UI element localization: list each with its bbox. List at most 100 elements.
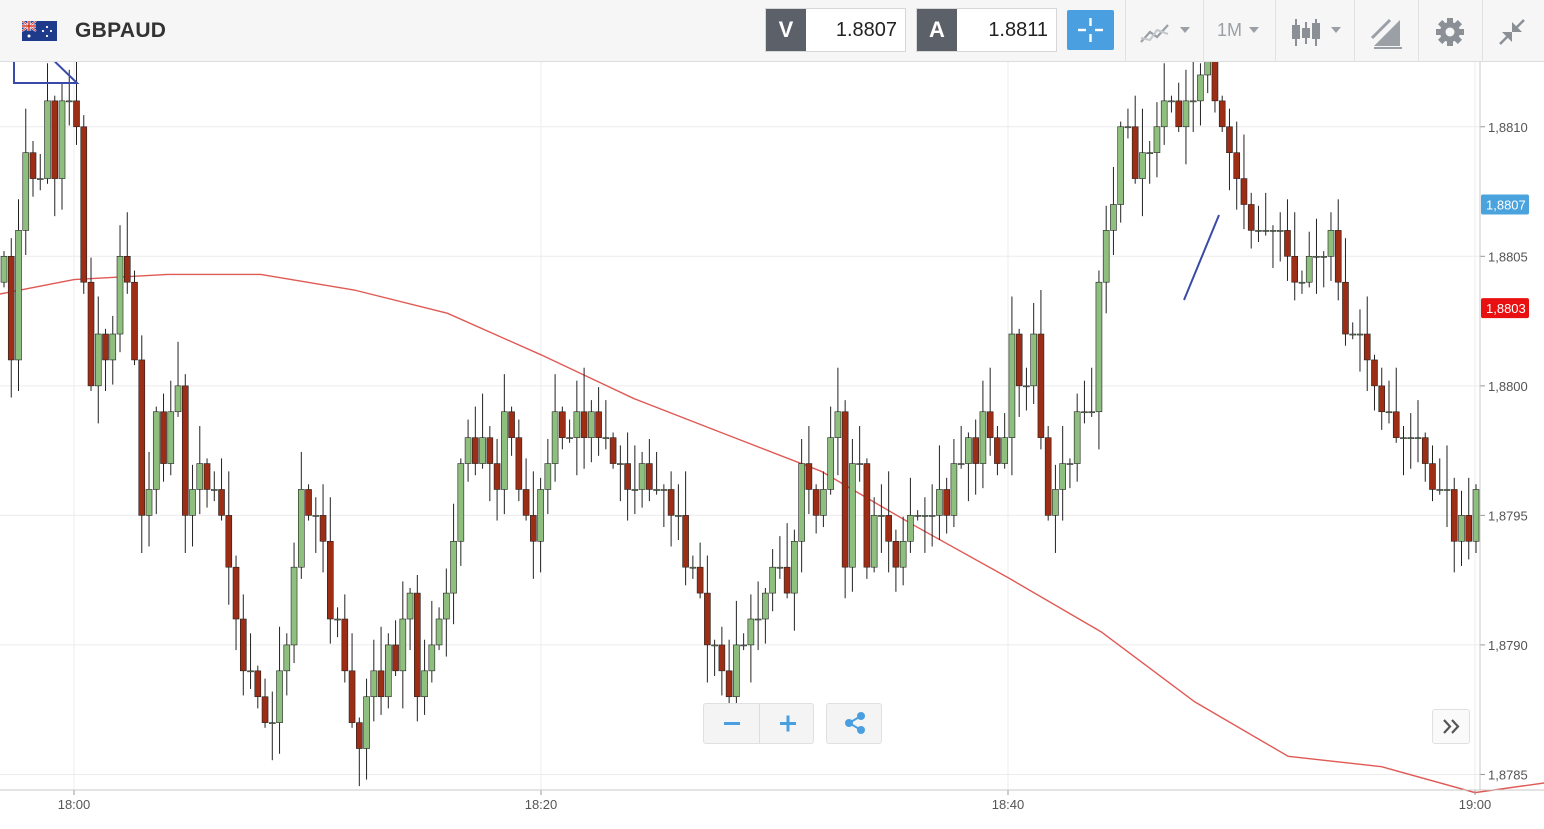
candle-down-body (1378, 385, 1386, 413)
candle-up-body (457, 463, 465, 542)
candle-up-body (1320, 256, 1328, 258)
scroll-right-button[interactable] (1432, 709, 1470, 744)
candle (406, 587, 414, 651)
candle-down-body (667, 489, 675, 516)
candle-up-body (283, 644, 291, 672)
candle-down-body (1429, 463, 1436, 490)
candle (181, 374, 189, 553)
drawing-trendline[interactable] (1183, 214, 1220, 301)
candle-down-body (1015, 333, 1023, 387)
y-tick-label: 1,8795 (1488, 508, 1528, 523)
candle (805, 426, 813, 515)
candle-up-body (544, 463, 552, 490)
candle (319, 484, 327, 573)
candle (1073, 393, 1081, 482)
candle (791, 529, 798, 631)
candle-down-body (7, 256, 15, 361)
candle-up-body (22, 152, 30, 231)
candle-down-body (160, 411, 167, 464)
candle-up-body (1349, 333, 1357, 336)
drawing-triangle[interactable] (13, 62, 80, 84)
candle-up-body (602, 437, 610, 439)
candle-up-body (1443, 489, 1451, 491)
candle (138, 335, 146, 553)
candle (1458, 490, 1465, 566)
candle-up-body (1458, 515, 1465, 542)
candle (1472, 484, 1480, 553)
candle-up-body (1110, 204, 1117, 231)
drawing-tools-button[interactable] (1370, 8, 1404, 54)
candle-down-body (472, 437, 479, 464)
candle-down-body (239, 618, 247, 672)
candle-up-body (754, 618, 762, 621)
sell-price: 1.8807 (835, 19, 897, 41)
candle-up-body (435, 618, 443, 646)
candle-up-body (870, 515, 878, 568)
candle-up-body (950, 463, 958, 516)
candle-down-body (486, 437, 494, 464)
chevron-down-icon (1249, 27, 1259, 33)
candle-up-body (1008, 333, 1016, 438)
candle-up-body (268, 722, 276, 724)
candle (341, 594, 349, 683)
candle-up-body (1313, 256, 1320, 258)
candles-button[interactable] (1288, 8, 1348, 54)
candle-up-body (1255, 230, 1262, 232)
candle (754, 581, 762, 651)
candle (160, 393, 167, 482)
zoom-in-icon (780, 715, 796, 732)
candle-up-body (1117, 126, 1124, 205)
instrument-symbol: GBPAUD (75, 19, 167, 42)
candle (566, 419, 573, 443)
candle (399, 581, 407, 709)
crosshair-button[interactable] (1067, 10, 1114, 50)
candle (551, 374, 559, 482)
y-tick-label: 1,8805 (1488, 249, 1528, 264)
chart-type-button[interactable] (1138, 8, 1194, 54)
candle-down-body (1240, 178, 1248, 205)
candle (479, 393, 486, 469)
candle-down-body (123, 256, 131, 283)
candle-down-body (377, 670, 385, 698)
candle-up-body (1052, 489, 1059, 516)
candle (965, 432, 972, 502)
candle-up-body (450, 540, 457, 594)
candle (1153, 102, 1161, 178)
candle (203, 458, 211, 508)
current-price-marker (1481, 194, 1529, 215)
candle (51, 95, 59, 217)
candle-down-body (261, 696, 269, 723)
chart-type-icon (1140, 24, 1190, 43)
candle (167, 380, 175, 476)
candle-up-body (1269, 230, 1277, 232)
candle-down-body (29, 152, 37, 179)
price-chart[interactable]: 1,8785 1,8790 1,8795 1,8800 1,8805 1,8810 1,88… (0, 62, 1544, 829)
candle (65, 69, 73, 126)
candle-up-body (1385, 411, 1393, 414)
candle-up-body (653, 489, 660, 491)
collapse-button[interactable] (1496, 8, 1530, 54)
flag-icon (21, 20, 57, 41)
candle (131, 270, 138, 366)
zoom-in-button[interactable] (760, 704, 814, 743)
candle (1044, 426, 1052, 521)
candle (1400, 426, 1407, 476)
sell-price-button[interactable]: V 1.8807 (765, 8, 906, 52)
candle-down-body (530, 515, 537, 542)
candle (646, 438, 653, 502)
candle (957, 426, 965, 469)
candle-up-body (1407, 437, 1415, 439)
candle-down-body (1363, 333, 1371, 361)
timeframe-button[interactable]: 1M (1205, 8, 1265, 54)
zoom-out-button[interactable] (704, 704, 759, 743)
buy-price-button[interactable]: A 1.8811 (916, 8, 1057, 52)
buy-price: 1.8811 (988, 19, 1048, 41)
candle-down-body (559, 411, 566, 438)
share-button[interactable] (826, 703, 882, 744)
candle (907, 477, 914, 553)
candle-up-body (443, 592, 450, 620)
candle-up-body (1124, 126, 1132, 129)
candle (870, 497, 878, 573)
zoom-out-icon (724, 722, 740, 725)
settings-button[interactable] (1433, 8, 1467, 54)
